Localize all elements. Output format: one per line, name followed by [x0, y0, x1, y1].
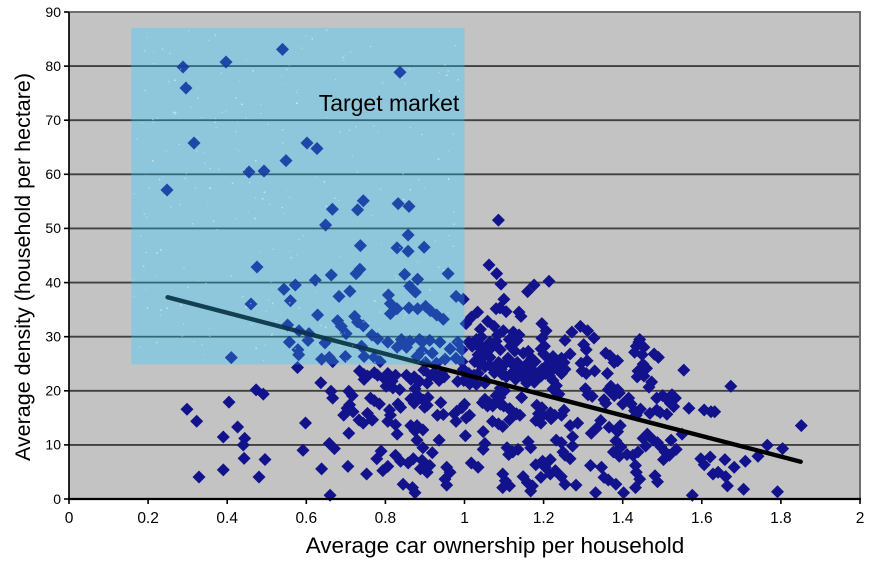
- svg-text:10: 10: [45, 437, 61, 453]
- svg-text:0: 0: [53, 491, 61, 507]
- svg-text:0.6: 0.6: [296, 510, 318, 527]
- svg-text:0: 0: [65, 510, 74, 527]
- svg-text:Average density (household per: Average density (household per hectare): [11, 73, 35, 461]
- svg-text:90: 90: [45, 4, 61, 20]
- svg-text:1.4: 1.4: [612, 510, 634, 527]
- svg-text:0.4: 0.4: [216, 510, 238, 527]
- svg-text:60: 60: [45, 166, 61, 182]
- svg-text:1.2: 1.2: [533, 510, 555, 527]
- svg-text:20: 20: [45, 383, 61, 399]
- svg-text:1.8: 1.8: [770, 510, 792, 527]
- svg-text:80: 80: [45, 58, 61, 74]
- svg-text:Target market: Target market: [319, 90, 460, 116]
- svg-text:0.8: 0.8: [375, 510, 397, 527]
- svg-text:30: 30: [45, 329, 61, 345]
- svg-text:70: 70: [45, 112, 61, 128]
- svg-text:1: 1: [460, 510, 469, 527]
- svg-text:50: 50: [45, 220, 61, 236]
- svg-text:1.6: 1.6: [691, 510, 713, 527]
- svg-text:2: 2: [856, 510, 865, 527]
- svg-text:Average car ownership per hous: Average car ownership per household: [306, 533, 685, 558]
- svg-text:0.2: 0.2: [137, 510, 159, 527]
- svg-text:40: 40: [45, 274, 61, 290]
